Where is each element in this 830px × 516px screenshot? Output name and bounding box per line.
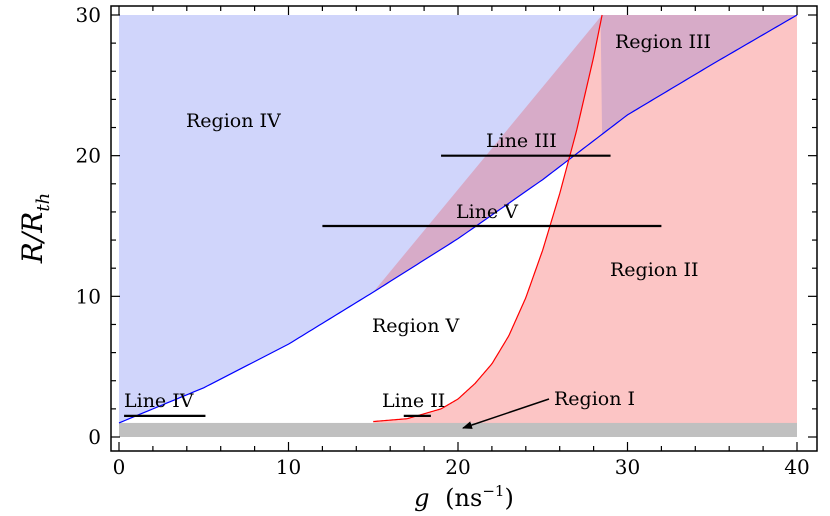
region-iv-label: Region IV (186, 110, 281, 132)
region-v-label: Region V (372, 315, 460, 337)
y-tick-label: 30 (76, 3, 101, 27)
red-boundary-curve (373, 14, 603, 423)
line-v-label: Line V (456, 201, 518, 223)
x-tick-label: 10 (276, 455, 301, 479)
line-iv-label: Line IV (124, 390, 194, 412)
y-tick-label: 20 (76, 144, 101, 168)
region-i-fill (119, 422, 797, 437)
y-tick-label: 0 (88, 425, 101, 449)
region-ii-label: Region II (610, 259, 699, 281)
region-i-label: Region I (554, 388, 635, 410)
line-iii-label: Line III (486, 130, 557, 152)
plot-frame (110, 5, 818, 452)
blue-boundary-curve (118, 14, 798, 424)
line-ii-label: Line II (382, 390, 445, 412)
y-tick-label: 10 (76, 284, 101, 308)
x-tick-label: 40 (784, 455, 809, 479)
region-i-arrow (462, 398, 550, 429)
x-axis-title: g (ns−1) (414, 482, 514, 512)
region-iii-fill (373, 15, 797, 293)
x-tick-label: 20 (445, 455, 470, 479)
x-tick-label: 30 (615, 455, 640, 479)
x-tick-label: 0 (113, 455, 126, 479)
y-axis-title: R/Rth (16, 193, 54, 264)
region-iii-label: Region III (615, 31, 711, 53)
